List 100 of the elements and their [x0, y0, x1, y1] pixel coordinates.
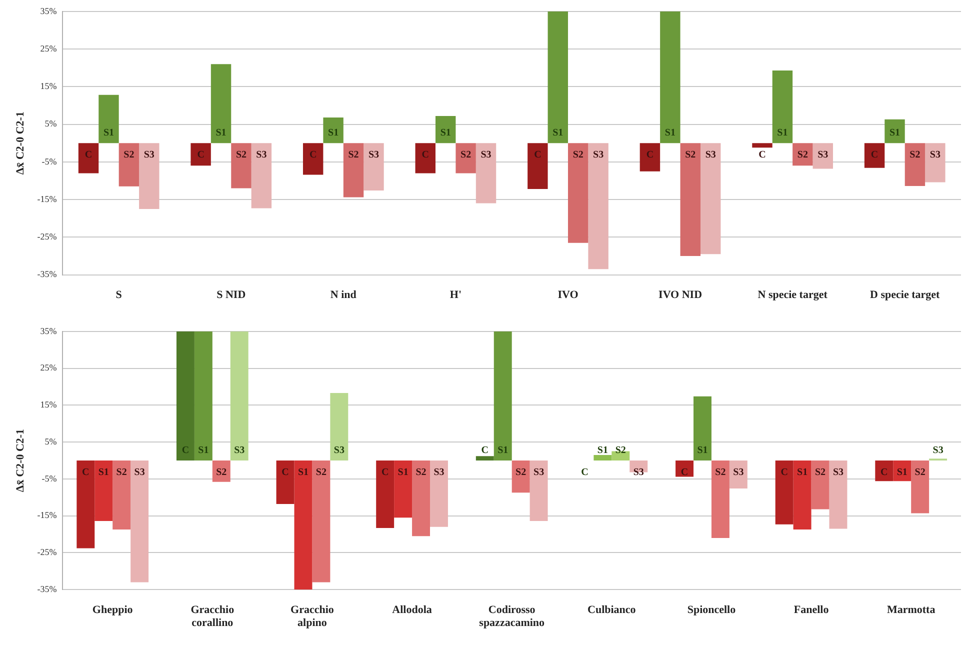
bar: [376, 460, 394, 528]
x-tick-label: Culbianco: [588, 604, 636, 616]
y-tick-label: -25%: [37, 547, 58, 558]
bar: [190, 143, 211, 166]
bar: [528, 143, 548, 190]
text: S3: [480, 150, 492, 161]
text: S2: [685, 150, 696, 161]
bar: [772, 70, 793, 144]
y-tick-label: -35%: [37, 584, 58, 594]
series-label: S3: [930, 150, 940, 161]
x-tick-label: Gracchio alpino: [290, 604, 334, 630]
text: S1: [552, 128, 564, 139]
text: S1: [697, 445, 708, 456]
bar: [829, 460, 848, 529]
text: S1: [328, 128, 339, 139]
y-tick-label: 15%: [40, 400, 58, 410]
text: C: [82, 467, 90, 478]
text: C: [309, 150, 317, 161]
bar: [494, 331, 512, 460]
x-tick-label: Gheppio: [92, 604, 134, 616]
text: C: [880, 467, 888, 478]
x-tick-label: N specie target: [758, 289, 828, 302]
text: C: [197, 150, 204, 161]
bar: [680, 143, 700, 256]
text: S1: [498, 445, 508, 456]
text: S3: [256, 150, 267, 161]
x-tick-label: IVO: [558, 289, 579, 302]
y-tick-label: -25%: [37, 232, 58, 242]
text: S2: [715, 467, 726, 478]
bar: [251, 143, 272, 208]
text: C: [581, 467, 588, 478]
text: S3: [593, 150, 604, 161]
x-tick-label: Marmotta: [886, 604, 936, 616]
text: S3: [832, 467, 844, 478]
series-label: S2: [615, 445, 626, 456]
text: S3: [144, 150, 154, 161]
y-tick-label: -15%: [37, 510, 58, 520]
bar: [911, 460, 930, 514]
bar: [76, 460, 95, 548]
bar: [588, 143, 608, 270]
bar: [512, 460, 530, 493]
text: S3: [368, 150, 380, 161]
text: S3: [434, 467, 444, 478]
bar: [568, 143, 588, 243]
series-label: S1: [103, 128, 114, 139]
text: S1: [889, 128, 900, 139]
bar: [660, 11, 680, 144]
text: S1: [198, 445, 209, 456]
text: C: [646, 150, 654, 161]
bar: [548, 11, 568, 144]
y-axis-title: Δx̄ C2-0 C2-1: [14, 428, 26, 492]
bar: [139, 143, 160, 209]
bar: [430, 460, 448, 527]
y-tick-label: 25%: [40, 362, 58, 373]
bar: [231, 143, 252, 188]
bar: [323, 118, 344, 144]
text: S1: [216, 128, 226, 139]
bar: [112, 460, 131, 530]
bar: [904, 143, 926, 186]
bar: [640, 143, 660, 172]
y-tick-label: 25%: [40, 43, 58, 54]
text: C: [780, 467, 788, 478]
bar: [94, 460, 113, 521]
y-tick-label: -5%: [42, 473, 58, 484]
text: S3: [334, 445, 344, 456]
bar: [864, 143, 885, 168]
bar: [230, 331, 248, 460]
bar: [812, 143, 833, 169]
bar: [792, 143, 813, 166]
bar: [176, 331, 194, 460]
bar: [130, 460, 149, 582]
bar: [676, 460, 694, 477]
text: S2: [516, 467, 526, 478]
bar: [456, 143, 476, 174]
text: C: [870, 150, 878, 161]
y-tick-label: 35%: [40, 326, 58, 336]
text: S2: [216, 467, 227, 478]
text: S2: [814, 467, 826, 478]
text: S1: [298, 467, 309, 478]
bar: [343, 143, 364, 198]
bar: [476, 456, 494, 460]
x-tick-label: Spioncello: [687, 604, 736, 616]
text: C: [381, 467, 389, 478]
bar: [793, 460, 812, 530]
text: S1: [777, 128, 788, 139]
series-label: S2: [797, 150, 808, 161]
bar: [811, 460, 830, 510]
text: S1: [98, 467, 109, 478]
bar: [775, 460, 794, 524]
text: S1: [797, 467, 808, 478]
bar: [476, 143, 496, 204]
x-tick-label: S NID: [216, 289, 246, 302]
bar: [312, 460, 330, 582]
text: S2: [572, 150, 584, 161]
bar: [700, 143, 721, 254]
x-tick-label: Fanello: [794, 604, 830, 616]
bar: [394, 460, 412, 518]
y-tick-label: 15%: [40, 81, 58, 92]
text: S1: [440, 128, 451, 139]
text: S3: [932, 445, 944, 456]
